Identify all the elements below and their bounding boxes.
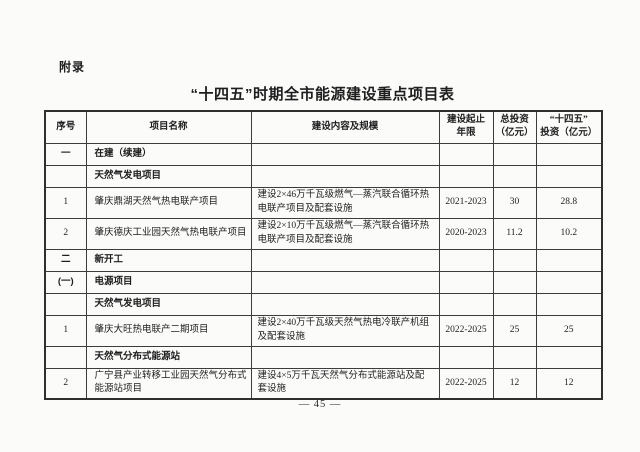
cell-seq: [44, 292, 87, 316]
cell-fyp-investment: [535, 270, 603, 294]
col-header-fyp-investment: “十四五” 投资（亿元）: [535, 110, 603, 144]
cell-project-name: 天然气分布式能源站: [85, 345, 252, 369]
cell-total-investment: [492, 345, 537, 369]
col-header-years: 建设起止 年限: [438, 110, 494, 144]
cell-fyp-investment: [535, 164, 603, 188]
cell-seq: 2: [44, 367, 87, 400]
table-row-section: 天然气发电项目: [44, 164, 603, 188]
cell-seq: 一: [44, 142, 87, 166]
cell-fyp-investment: [535, 292, 603, 316]
cell-content: [250, 292, 440, 316]
col-header-project-name: 项目名称: [85, 110, 252, 144]
cell-seq: 2: [44, 217, 87, 250]
cell-project-name: 肇庆大旺热电联产二期项目: [85, 314, 252, 347]
cell-total-investment: 30: [492, 186, 537, 219]
cell-fyp-investment: 10.2: [535, 217, 603, 250]
cell-project-name: 新开工: [85, 248, 252, 272]
table-row-project: 1 肇庆大旺热电联产二期项目 建设2×40万千瓦级天然气热电冷联产机组及配套设施…: [44, 314, 603, 347]
cell-total-investment: 12: [492, 367, 537, 400]
page-title: “十四五”时期全市能源建设重点项目表: [190, 86, 455, 103]
cell-years: 2021-2023: [438, 186, 494, 219]
cell-fyp-investment: [535, 248, 603, 272]
cell-total-investment: [492, 270, 537, 294]
cell-content: [250, 345, 440, 369]
cell-fyp-investment: 28.8: [535, 186, 603, 219]
cell-years: [438, 345, 494, 369]
cell-total-investment: [492, 292, 537, 316]
projects-table: 序号 项目名称 建设内容及规模 建设起止 年限 总投资 （亿元） “十四五” 投…: [44, 110, 603, 400]
cell-project-name: 天然气发电项目: [85, 164, 252, 188]
col-header-content-scale: 建设内容及规模: [250, 110, 440, 144]
cell-content: [250, 142, 440, 166]
cell-content: 建设2×40万千瓦级天然气热电冷联产机组及配套设施: [250, 314, 440, 347]
cell-seq: 1: [44, 314, 87, 347]
cell-years: [438, 292, 494, 316]
cell-total-investment: 11.2: [492, 217, 537, 250]
cell-years: [438, 270, 494, 294]
cell-content: 建设4×5万千瓦天然气分布式能源站及配套设施: [250, 367, 440, 400]
table-row-section: 天然气分布式能源站: [44, 345, 603, 369]
table-row-project: 2 肇庆德庆工业园天然气热电联产项目 建设2×10万千瓦级燃气—蒸汽联合循环热电…: [44, 217, 603, 250]
cell-years: [438, 142, 494, 166]
cell-fyp-investment: [535, 345, 603, 369]
cell-project-name: 在建（续建）: [85, 142, 252, 166]
page-number: — 45 —: [298, 399, 342, 410]
cell-years: 2022-2025: [438, 367, 494, 400]
cell-fyp-investment: 12: [535, 367, 603, 400]
col-header-seq: 序号: [44, 110, 87, 144]
cell-content: [250, 164, 440, 188]
cell-years: [438, 248, 494, 272]
table-row-section: 一 在建（续建）: [44, 142, 603, 166]
cell-total-investment: 25: [492, 314, 537, 347]
col-header-total-investment: 总投资 （亿元）: [492, 110, 537, 144]
cell-years: 2020-2023: [438, 217, 494, 250]
cell-seq: [44, 345, 87, 369]
table-row-section: (一) 电源项目: [44, 270, 603, 294]
table-row-section: 二 新开工: [44, 248, 603, 272]
cell-content: 建设2×10万千瓦级燃气—蒸汽联合循环热电联产项目及配套设施: [250, 217, 440, 250]
cell-project-name: 天然气发电项目: [85, 292, 252, 316]
cell-seq: (一): [44, 270, 87, 294]
cell-fyp-investment: [535, 142, 603, 166]
cell-years: [438, 164, 494, 188]
cell-total-investment: [492, 142, 537, 166]
cell-content: [250, 270, 440, 294]
cell-total-investment: [492, 248, 537, 272]
cell-project-name: 肇庆德庆工业园天然气热电联产项目: [85, 217, 252, 250]
table-row-project: 2 广宁县产业转移工业园天然气分布式能源站项目 建设4×5万千瓦天然气分布式能源…: [44, 367, 603, 400]
cell-fyp-investment: 25: [535, 314, 603, 347]
cell-project-name: 广宁县产业转移工业园天然气分布式能源站项目: [85, 367, 252, 400]
cell-total-investment: [492, 164, 537, 188]
cell-seq: [44, 164, 87, 188]
cell-project-name: 肇庆鼎湖天然气热电联产项目: [85, 186, 252, 219]
cell-seq: 1: [44, 186, 87, 219]
cell-content: [250, 248, 440, 272]
appendix-label: 附录: [59, 60, 86, 74]
table-row-section: 天然气发电项目: [44, 292, 603, 316]
cell-years: 2022-2025: [438, 314, 494, 347]
cell-seq: 二: [44, 248, 87, 272]
cell-project-name: 电源项目: [85, 270, 252, 294]
cell-content: 建设2×46万千瓦级燃气—蒸汽联合循环热电联产项目及配套设施: [250, 186, 440, 219]
table-row-project: 1 肇庆鼎湖天然气热电联产项目 建设2×46万千瓦级燃气—蒸汽联合循环热电联产项…: [44, 186, 603, 219]
table-header-row: 序号 项目名称 建设内容及规模 建设起止 年限 总投资 （亿元） “十四五” 投…: [44, 110, 603, 144]
